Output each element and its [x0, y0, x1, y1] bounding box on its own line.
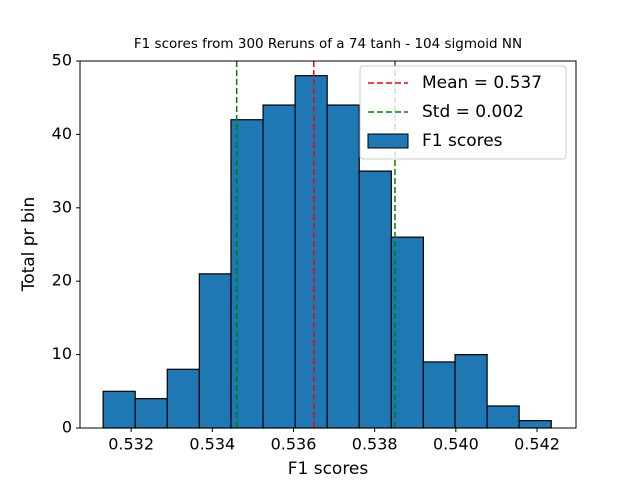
- bar: [166, 368, 200, 429]
- legend-label: Mean = 0.537: [422, 73, 542, 93]
- legend-box: [359, 65, 567, 160]
- bar: [198, 273, 232, 429]
- x-tick-label: 0.536: [271, 435, 317, 454]
- y-tick-label: 0: [62, 418, 72, 437]
- x-axis-label: F1 scores: [288, 459, 369, 479]
- x-tick-label: 0.538: [352, 435, 398, 454]
- legend-label: Std = 0.002: [422, 102, 524, 122]
- y-tick-label: 40: [52, 124, 72, 143]
- bar: [294, 75, 328, 429]
- bar: [262, 104, 296, 429]
- bar: [230, 119, 264, 429]
- y-tick-label: 30: [52, 197, 72, 216]
- plot-frame: [79, 60, 577, 429]
- x-tick-label: 0.532: [108, 435, 154, 454]
- bar: [358, 170, 392, 429]
- bar: [102, 390, 136, 429]
- x-tick-label: 0.540: [433, 435, 479, 454]
- x-tick-label: 0.542: [514, 435, 560, 454]
- bar: [390, 236, 424, 429]
- y-tick-label: 10: [52, 344, 72, 363]
- bar: [326, 104, 360, 429]
- legend-label: F1 scores: [422, 131, 503, 151]
- x-tick-label: 0.534: [189, 435, 235, 454]
- bar: [422, 361, 456, 429]
- bar: [454, 354, 488, 429]
- y-tick-label: 20: [52, 271, 72, 290]
- bar: [134, 398, 168, 429]
- bar: [518, 420, 552, 429]
- bar: [486, 405, 520, 429]
- y-tick-label: 50: [52, 51, 72, 70]
- legend-patch: [367, 133, 409, 149]
- chart-title: F1 scores from 300 Reruns of a 74 tanh -…: [134, 36, 522, 52]
- y-axis-label: Total pr bin: [19, 197, 39, 293]
